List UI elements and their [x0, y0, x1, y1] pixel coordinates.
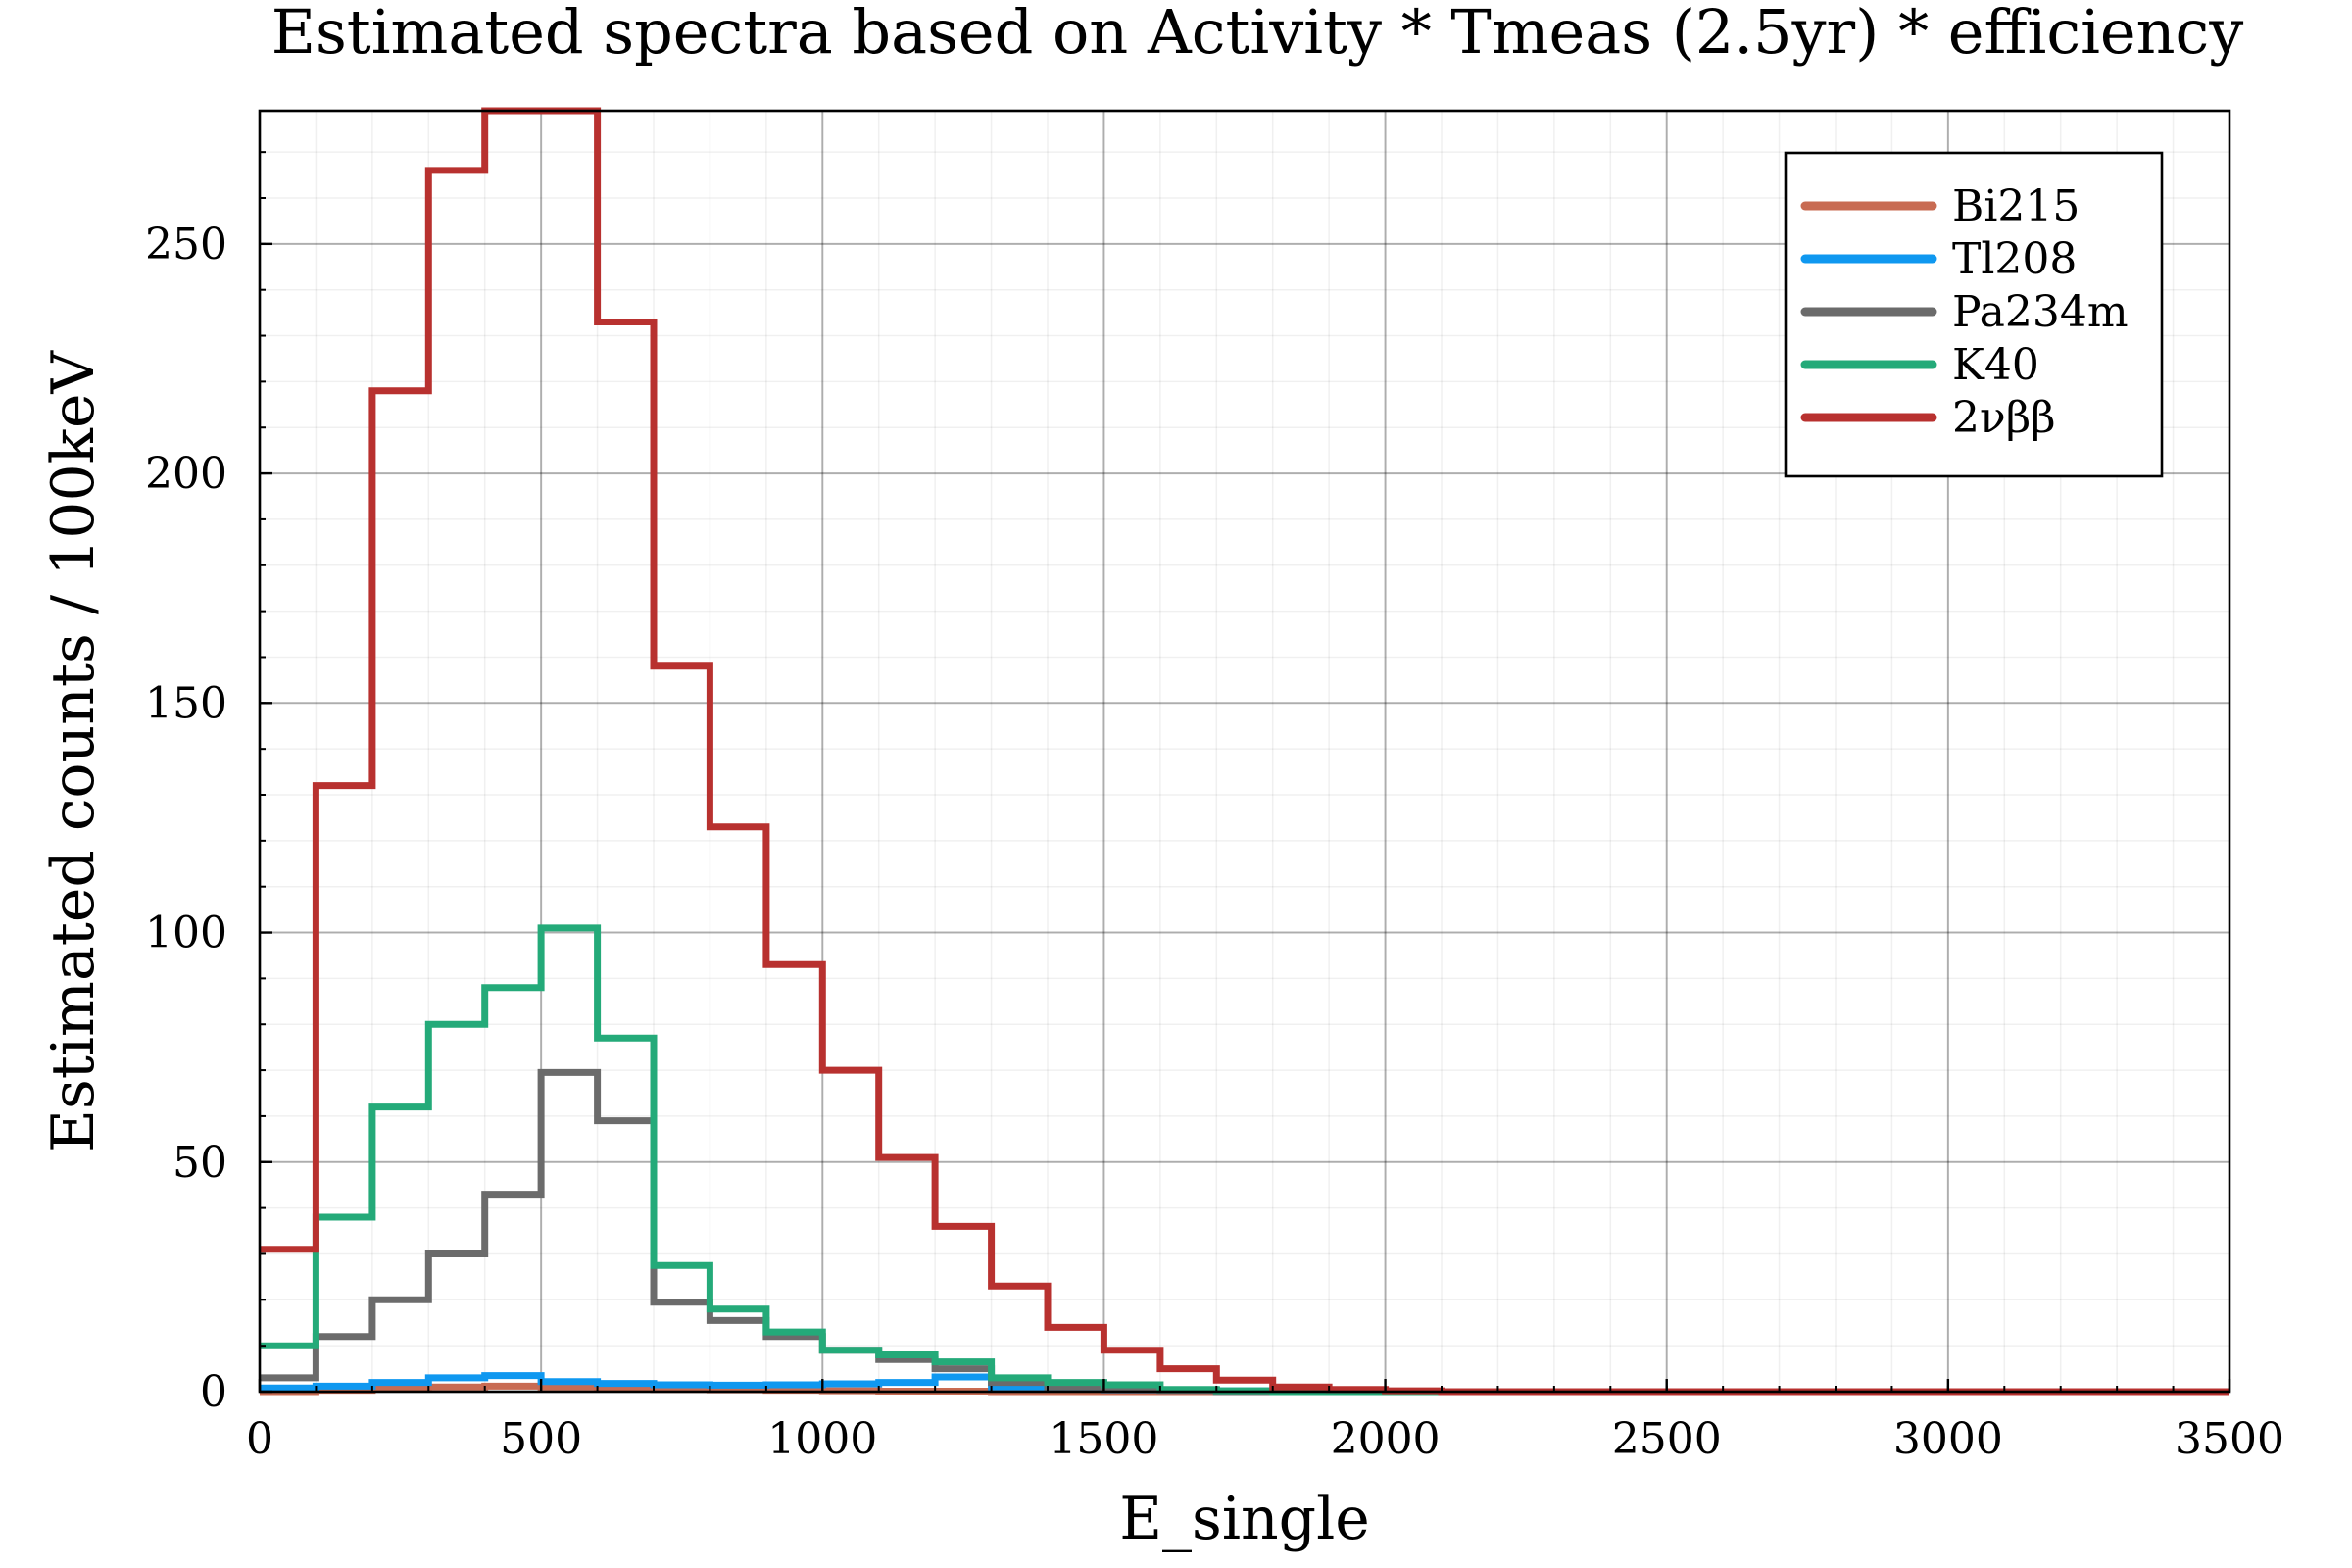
x-axis-label: E_single [1119, 1485, 1370, 1553]
legend-label: K40 [1952, 340, 2039, 390]
x-tick-label: 1500 [1049, 1414, 1158, 1464]
y-axis-tick-labels: 0 50 100 150 200 250 [145, 220, 227, 1417]
x-tick-label: 0 [246, 1414, 273, 1464]
y-tick-label: 50 [172, 1138, 227, 1188]
x-tick-label: 2500 [1612, 1414, 1722, 1464]
x-tick-label: 3000 [1893, 1414, 2003, 1464]
y-axis-label: Estimated counts / 100keV [39, 350, 108, 1152]
legend-label: Tl208 [1952, 234, 2077, 284]
legend-label: Bi215 [1952, 181, 2080, 231]
x-tick-label: 3500 [2175, 1414, 2284, 1464]
x-tick-label: 500 [500, 1414, 582, 1464]
legend-label: Pa234m [1952, 287, 2129, 337]
legend-label: 2νββ [1952, 393, 2056, 443]
x-axis-tick-labels: 0 500 1000 1500 2000 2500 3000 3500 [246, 1414, 2284, 1464]
x-tick-label: 1000 [767, 1414, 877, 1464]
y-tick-label: 200 [145, 449, 227, 499]
axis-ticks [258, 151, 2231, 1394]
y-tick-label: 250 [145, 220, 227, 270]
chart-title: Estimated spectra based on Activity * Tm… [271, 0, 2244, 68]
y-tick-label: 150 [145, 678, 227, 728]
y-tick-label: 0 [200, 1367, 227, 1417]
y-tick-label: 100 [145, 908, 227, 958]
x-tick-label: 2000 [1331, 1414, 1441, 1464]
plot-frame [258, 109, 2231, 1394]
